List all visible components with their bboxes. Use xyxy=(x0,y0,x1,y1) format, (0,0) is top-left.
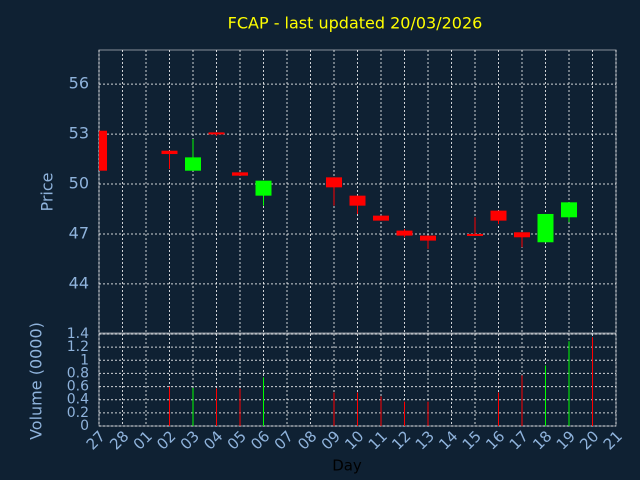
y-tick-label: 0 xyxy=(80,418,89,434)
y-tick-label: 0.6 xyxy=(67,379,89,395)
candle-body xyxy=(561,202,577,218)
x-tick-label: 28 xyxy=(106,427,132,453)
x-tick-label: 17 xyxy=(506,427,532,453)
x-tick-label: 19 xyxy=(553,427,579,453)
x-tick-label: 06 xyxy=(247,427,273,453)
candle-body xyxy=(467,233,483,236)
x-tick-label: 14 xyxy=(435,427,461,453)
y-tick-label: 0.8 xyxy=(67,365,89,381)
x-tick-label: 12 xyxy=(388,427,414,453)
x-tick-label: 04 xyxy=(200,427,226,453)
y-axis-label: Volume (0000) xyxy=(27,322,46,440)
candle-body xyxy=(232,172,248,176)
x-tick-label: 15 xyxy=(459,427,485,453)
x-tick-label: 05 xyxy=(224,427,250,453)
y-tick-label: 44 xyxy=(69,273,89,292)
x-tick-label: 11 xyxy=(365,427,391,453)
x-tick-label: 03 xyxy=(177,427,203,453)
candle-body xyxy=(349,195,366,206)
candles xyxy=(99,130,577,249)
y-tick-label: 1 xyxy=(80,352,89,368)
candle-body xyxy=(99,130,107,171)
y-tick-label: 0.4 xyxy=(67,392,89,408)
candle-body xyxy=(490,210,507,221)
x-tick-label: 20 xyxy=(576,427,602,453)
chart-title: FCAP - last updated 20/03/2026 xyxy=(228,14,483,33)
x-tick-label: 10 xyxy=(341,427,367,453)
candle-body xyxy=(185,157,201,171)
candle-body xyxy=(373,215,389,221)
y-tick-label: 53 xyxy=(69,124,89,143)
candle-body xyxy=(161,150,178,155)
candle-body xyxy=(208,132,225,135)
y-tick-label: 1.2 xyxy=(67,339,89,355)
y-tick-label: 47 xyxy=(69,223,89,242)
y-tick-label: 1.4 xyxy=(67,326,89,342)
x-tick-label: 02 xyxy=(153,427,179,453)
x-tick-label: 07 xyxy=(271,427,297,453)
candle-body xyxy=(255,180,272,196)
x-tick-label: 08 xyxy=(294,427,320,453)
candle-body xyxy=(420,235,436,241)
x-tick-label: 01 xyxy=(130,427,156,453)
y-tick-label: 56 xyxy=(69,74,89,93)
candle-body xyxy=(514,232,530,238)
x-axis-label: Day xyxy=(332,457,362,475)
x-tick-label: 16 xyxy=(482,427,508,453)
y-tick-label: 50 xyxy=(69,174,89,193)
x-tick-label: 21 xyxy=(600,427,626,453)
candle-body xyxy=(537,213,554,243)
candle-body xyxy=(326,177,342,188)
y-tick-label: 0.2 xyxy=(67,405,89,421)
x-tick-label: 18 xyxy=(529,427,555,453)
y-axis-label: Price xyxy=(38,172,57,211)
candle-body xyxy=(396,230,413,236)
x-tick-label: 13 xyxy=(412,427,438,453)
x-tick-label: 09 xyxy=(318,427,344,453)
